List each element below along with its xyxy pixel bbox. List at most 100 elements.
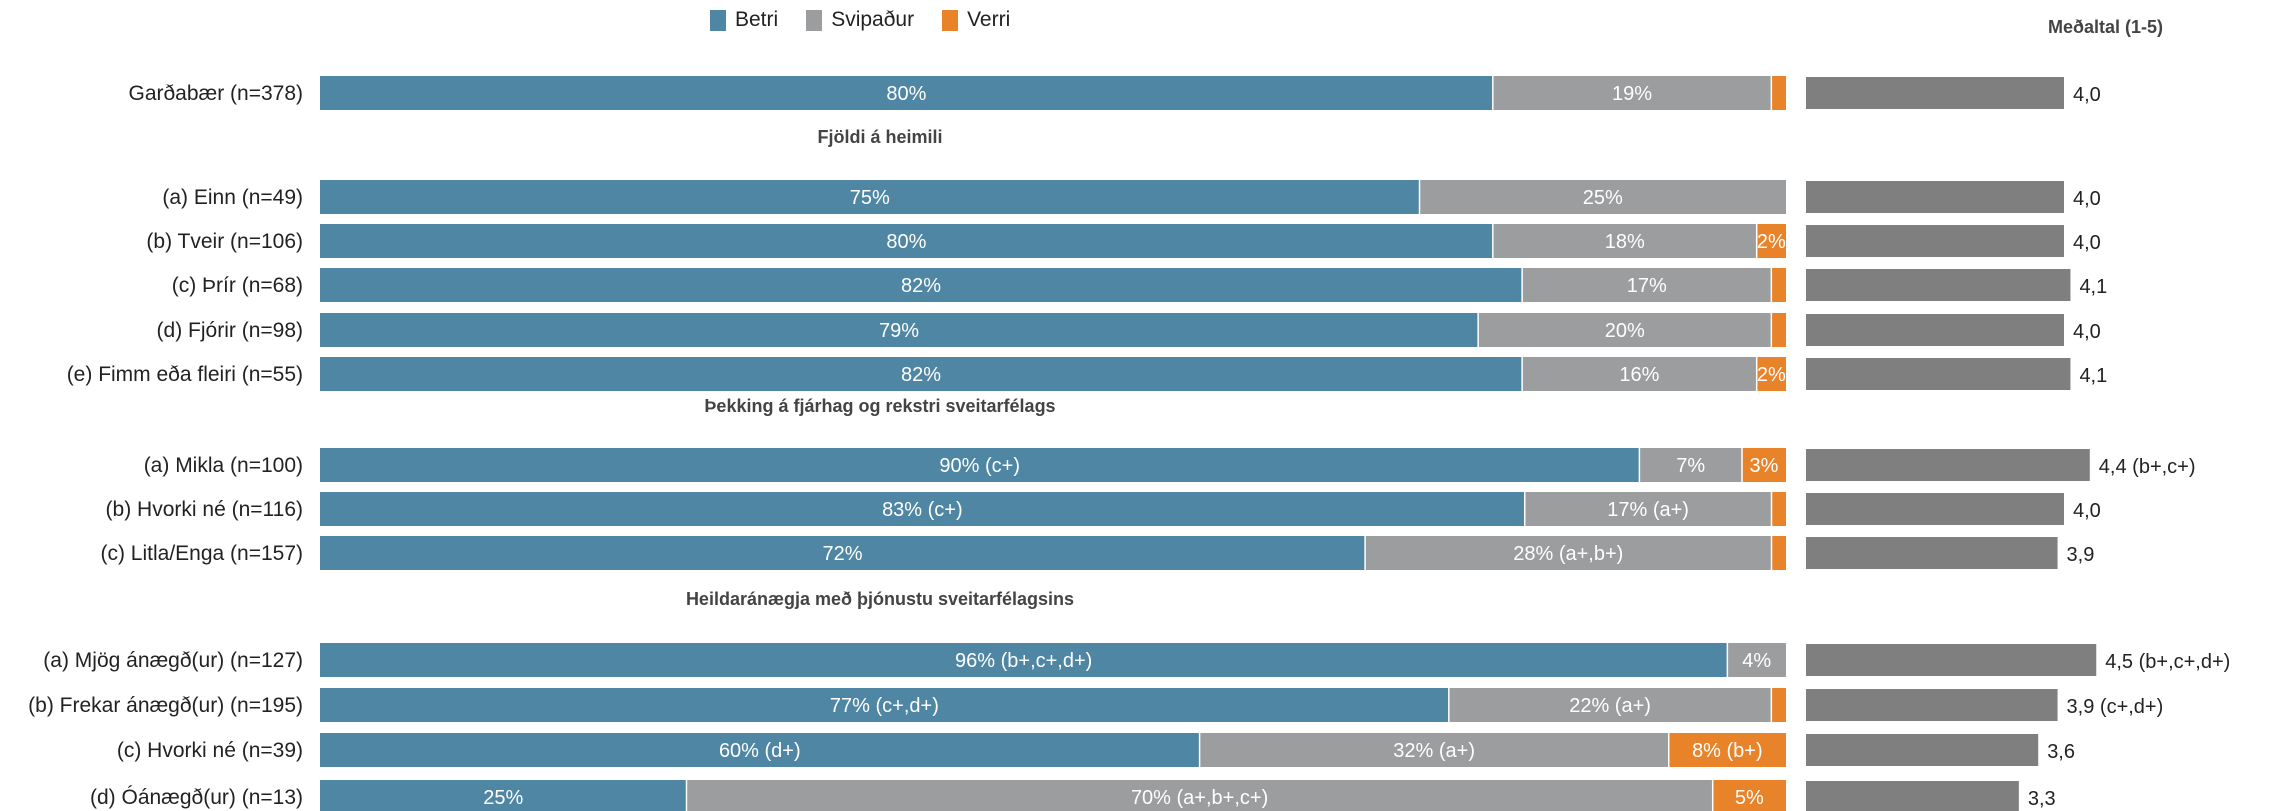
bar-segment-svipadur bbox=[1365, 536, 1772, 570]
row-label-e-fimm-e-a-fleiri-n-55: (e) Fimm eða fleiri (n=55) bbox=[67, 363, 303, 386]
bar-segment-verri bbox=[1712, 780, 1786, 811]
bar-segment-svipadur bbox=[1492, 76, 1772, 110]
mean-label: 4,1 bbox=[2079, 276, 2107, 298]
data-label-svipadur: 32% (a+) bbox=[1393, 740, 1475, 762]
data-label-svipadur: 16% bbox=[1619, 364, 1659, 386]
bar-segment-verri bbox=[1771, 268, 1786, 302]
legend-swatch-svipadur bbox=[806, 9, 823, 31]
group-title: Heildaránægja með þjónustu sveitarfélags… bbox=[686, 589, 1074, 609]
bar-segment-betri bbox=[320, 268, 1523, 302]
row-label-c-litla-enga-n-157: (c) Litla/Enga (n=157) bbox=[100, 542, 303, 565]
bar-segment-verri bbox=[1771, 492, 1786, 526]
bar-segment-betri bbox=[320, 448, 1640, 482]
legend-label-betri: Betri bbox=[735, 8, 779, 31]
bar-segment-betri bbox=[320, 688, 1449, 722]
row-label-a-mjo-g-a-n-g-ur-n-127: (a) Mjög ánægð(ur) (n=127) bbox=[43, 649, 303, 672]
bar-segment-betri bbox=[320, 733, 1200, 767]
mean-column-title: Meðaltal (1-5) bbox=[2048, 17, 2164, 37]
mean-bar bbox=[1806, 644, 2097, 676]
mean-bar bbox=[1806, 358, 2071, 390]
row-label-b-frekar-a-n-g-ur-n-195: (b) Frekar ánægð(ur) (n=195) bbox=[28, 694, 303, 717]
bar-segment-svipadur bbox=[1419, 180, 1786, 214]
mean-label: 3,9 bbox=[2067, 544, 2095, 566]
group-title: Fjöldi á heimili bbox=[817, 127, 942, 147]
bar-segment-betri bbox=[320, 780, 687, 811]
mean-bar bbox=[1806, 537, 2058, 569]
bar-segment-verri bbox=[1771, 313, 1786, 347]
bar-segment-betri bbox=[320, 643, 1728, 677]
bar-segment-betri bbox=[320, 536, 1366, 570]
data-label-betri: 82% bbox=[901, 364, 941, 386]
bar-segment-verri bbox=[1771, 688, 1786, 722]
bar-segment-svipadur bbox=[1727, 643, 1786, 677]
bar-segment-betri bbox=[320, 313, 1479, 347]
mean-bar bbox=[1806, 781, 2019, 811]
data-label-verri: 2% bbox=[1757, 231, 1786, 253]
data-label-verri: 5% bbox=[1735, 787, 1764, 809]
row-label-gar-ab-r-n-378: Garðabær (n=378) bbox=[128, 82, 303, 105]
mean-label: 4,0 bbox=[2073, 321, 2101, 343]
bar-segment-betri bbox=[320, 492, 1525, 526]
legend-label-svipadur: Svipaður bbox=[831, 8, 915, 31]
legend-item-svipadur: Svipaður bbox=[806, 8, 914, 32]
bar-segment-svipadur bbox=[1492, 224, 1757, 258]
mean-bar bbox=[1806, 225, 2064, 257]
mean-bar bbox=[1806, 689, 2058, 721]
data-label-verri: 2% bbox=[1757, 364, 1786, 386]
mean-label: 4,5 (b+,c+,d+) bbox=[2105, 651, 2230, 673]
legend-item-betri: Betri bbox=[710, 8, 778, 32]
data-label-verri: 3% bbox=[1750, 455, 1779, 477]
row-label-b-hvorki-ne-n-116: (b) Hvorki né (n=116) bbox=[106, 498, 303, 521]
mean-bar bbox=[1806, 269, 2071, 301]
bar-segment-svipadur bbox=[1524, 492, 1772, 526]
data-label-svipadur: 22% (a+) bbox=[1569, 695, 1651, 717]
data-label-svipadur: 17% (a+) bbox=[1607, 499, 1689, 521]
data-label-svipadur: 18% bbox=[1605, 231, 1645, 253]
mean-label: 4,0 bbox=[2073, 188, 2101, 210]
data-label-betri: 90% (c+) bbox=[939, 455, 1020, 477]
mean-bar bbox=[1806, 493, 2064, 525]
data-label-svipadur: 28% (a+,b+) bbox=[1513, 543, 1623, 565]
bar-segment-betri bbox=[320, 224, 1493, 258]
data-label-betri: 60% (d+) bbox=[719, 740, 801, 762]
mean-bar bbox=[1806, 734, 2039, 766]
data-label-betri: 79% bbox=[879, 320, 919, 342]
mean-bar bbox=[1806, 181, 2064, 213]
bar-segment-betri bbox=[320, 357, 1523, 391]
data-label-betri: 25% bbox=[483, 787, 523, 809]
data-label-betri: 80% bbox=[886, 83, 926, 105]
mean-label: 4,4 (b+,c+) bbox=[2099, 456, 2196, 478]
mean-label: 4,0 bbox=[2073, 232, 2101, 254]
bar-segment-svipadur bbox=[1639, 448, 1743, 482]
row-label-c-ri-r-n-68: (c) Þrír (n=68) bbox=[172, 274, 303, 297]
legend-label-verri: Verri bbox=[967, 8, 1011, 31]
bar-segment-verri bbox=[1742, 448, 1786, 482]
data-label-betri: 80% bbox=[886, 231, 926, 253]
data-label-svipadur: 7% bbox=[1676, 455, 1705, 477]
data-label-betri: 83% (c+) bbox=[882, 499, 963, 521]
data-label-svipadur: 25% bbox=[1583, 187, 1623, 209]
bar-segment-betri bbox=[320, 76, 1493, 110]
legend-swatch-verri bbox=[942, 9, 959, 31]
data-label-betri: 72% bbox=[823, 543, 863, 565]
data-label-betri: 96% (b+,c+,d+) bbox=[955, 650, 1092, 672]
row-label-a-mikla-n-100: (a) Mikla (n=100) bbox=[144, 454, 303, 477]
data-label-betri: 75% bbox=[850, 187, 890, 209]
bar-segment-svipadur bbox=[1448, 688, 1772, 722]
row-label-b-tveir-n-106: (b) Tveir (n=106) bbox=[146, 230, 303, 253]
bar-segment-verri bbox=[1771, 76, 1786, 110]
mean-bar bbox=[1806, 77, 2064, 109]
mean-bar bbox=[1806, 314, 2064, 346]
row-label-d-fjo-rir-n-98: (d) Fjórir (n=98) bbox=[157, 319, 303, 342]
bar-segment-svipadur bbox=[1522, 357, 1757, 391]
bar-segment-verri bbox=[1756, 357, 1786, 391]
data-label-svipadur: 19% bbox=[1612, 83, 1652, 105]
row-label-d-o-a-n-g-ur-n-13: (d) Óánægð(ur) (n=13) bbox=[90, 786, 303, 809]
data-label-betri: 77% (c+,d+) bbox=[830, 695, 939, 717]
data-label-svipadur: 20% bbox=[1605, 320, 1645, 342]
bar-segment-svipadur bbox=[1199, 733, 1669, 767]
data-label-svipadur: 4% bbox=[1742, 650, 1771, 672]
data-label-betri: 82% bbox=[901, 275, 941, 297]
mean-label: 4,0 bbox=[2073, 500, 2101, 522]
